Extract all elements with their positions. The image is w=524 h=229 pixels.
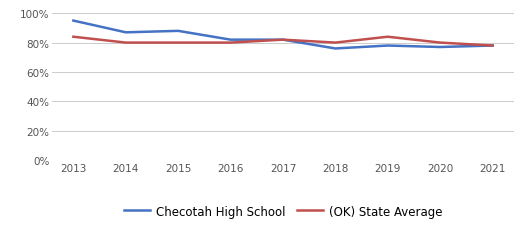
Checotah High School [123,32,129,35]
Checotah High School [489,45,496,48]
(OK) State Average [332,42,339,45]
(OK) State Average [175,42,181,45]
(OK) State Average [385,36,391,39]
Line: (OK) State Average: (OK) State Average [73,38,493,46]
Checotah High School [70,20,77,23]
(OK) State Average [280,39,286,42]
Checotah High School [385,45,391,48]
Line: Checotah High School: Checotah High School [73,22,493,49]
Checotah High School [175,30,181,33]
Checotah High School [332,48,339,51]
Checotah High School [227,39,234,42]
Legend: Checotah High School, (OK) State Average: Checotah High School, (OK) State Average [119,200,447,222]
(OK) State Average [489,45,496,48]
(OK) State Average [227,42,234,45]
Checotah High School [437,46,443,49]
(OK) State Average [70,36,77,39]
(OK) State Average [437,42,443,45]
(OK) State Average [123,42,129,45]
Checotah High School [280,39,286,42]
